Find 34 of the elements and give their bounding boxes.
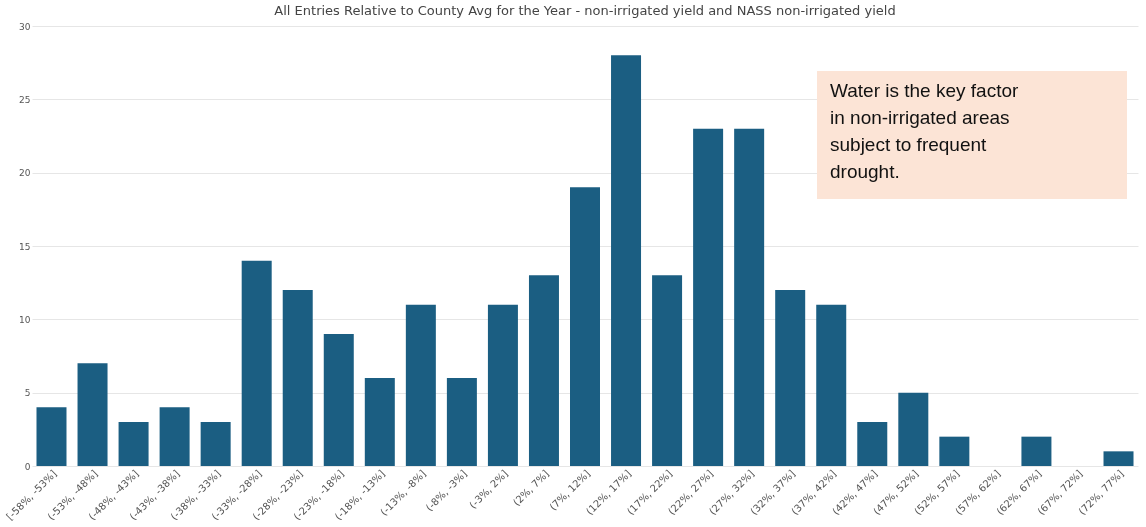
bar xyxy=(77,363,108,466)
bar xyxy=(36,407,67,466)
bar xyxy=(528,275,559,466)
bar xyxy=(939,436,970,466)
bar xyxy=(405,304,436,466)
bar xyxy=(159,407,190,466)
bar xyxy=(118,422,149,466)
bar xyxy=(611,55,642,466)
bar xyxy=(487,304,518,466)
bar xyxy=(446,378,477,466)
bar xyxy=(775,290,806,466)
y-tick-label: 15 xyxy=(19,241,31,252)
y-tick-label: 10 xyxy=(19,314,31,325)
bar xyxy=(241,260,272,466)
bar xyxy=(323,334,354,466)
y-tick-label: 30 xyxy=(19,21,31,32)
bar xyxy=(693,128,724,466)
bar xyxy=(1103,451,1134,466)
y-tick-label: 5 xyxy=(24,388,31,399)
bar xyxy=(898,392,929,466)
bar xyxy=(200,422,231,466)
bar xyxy=(652,275,683,466)
bar xyxy=(282,290,313,466)
bar xyxy=(364,378,395,466)
y-tick-label: 0 xyxy=(24,461,31,472)
y-tick-label: 20 xyxy=(19,168,31,179)
bar xyxy=(734,128,765,466)
bar xyxy=(570,187,600,466)
y-tick-label: 25 xyxy=(19,94,31,105)
bar xyxy=(1021,436,1052,466)
bar xyxy=(857,422,888,466)
annotation: Water is the key factor in non-irrigated areas subject to frequent drought. xyxy=(830,80,1019,182)
chart-title: All Entries Relative to County Avg for the Year - non-irrigated yield and NASS non-irrigated yield xyxy=(274,3,896,18)
bar xyxy=(816,304,847,466)
